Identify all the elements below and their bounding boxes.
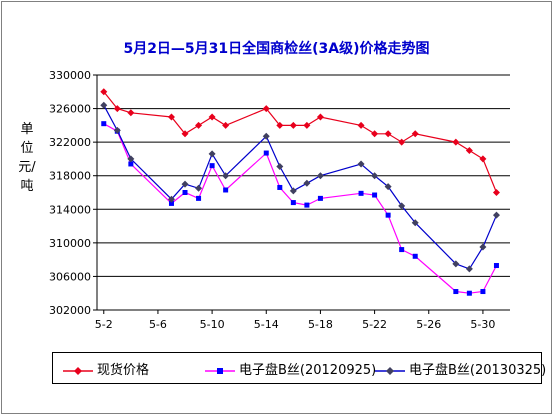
data-point <box>167 195 175 203</box>
data-point <box>113 105 121 113</box>
data-point <box>222 172 230 180</box>
y-tick-label: 326000 <box>49 103 91 116</box>
data-point <box>316 113 324 121</box>
data-point <box>100 101 108 109</box>
data-point <box>384 130 392 138</box>
data-point <box>479 155 487 163</box>
legend-label-b-silk-2013: 电子盘B丝(20130325) <box>409 363 547 378</box>
x-tick-label: 5-26 <box>416 318 441 331</box>
y-tick-label: 322000 <box>49 136 91 149</box>
data-point <box>128 161 134 167</box>
data-point <box>480 289 486 295</box>
data-point <box>411 219 419 227</box>
x-tick-label: 5-10 <box>200 318 225 331</box>
data-point <box>101 121 107 127</box>
data-point <box>303 179 311 187</box>
data-point <box>492 189 500 196</box>
data-point <box>398 202 406 210</box>
data-point <box>195 121 203 129</box>
data-point <box>276 121 284 129</box>
legend-item-b-silk-2013: 电子盘B丝(20130325) <box>375 359 546 378</box>
data-point <box>452 138 460 146</box>
data-point <box>168 200 174 206</box>
data-point <box>466 290 472 296</box>
data-point <box>209 163 215 169</box>
data-point <box>290 200 296 206</box>
y-tick-label: 318000 <box>49 170 91 183</box>
data-point <box>195 184 203 192</box>
data-point <box>411 130 419 138</box>
data-point <box>465 265 473 273</box>
data-point <box>453 289 459 295</box>
series-line-1 <box>103 123 498 294</box>
y-tick-label: 310000 <box>49 237 91 250</box>
chart-legend: 现货价格 电子盘B丝(20120925) 电子盘B丝(20130325) <box>52 352 546 384</box>
data-point <box>167 113 175 121</box>
data-point <box>465 147 473 155</box>
series-line-0 <box>103 91 498 193</box>
legend-item-spot-price: 现货价格 <box>63 359 149 378</box>
data-point <box>262 105 270 113</box>
data-point <box>371 172 379 180</box>
data-point <box>399 247 405 253</box>
data-point <box>181 130 189 138</box>
data-point <box>127 109 135 117</box>
data-point <box>357 121 365 129</box>
data-point <box>100 88 108 96</box>
data-point <box>181 180 189 188</box>
x-tick-label: 5-30 <box>470 318 495 331</box>
data-point <box>384 183 392 191</box>
legend-marker-spot-price <box>63 366 93 375</box>
x-tick-label: 5-2 <box>95 318 113 331</box>
y-tick-label: 306000 <box>49 270 91 283</box>
data-point <box>223 187 229 193</box>
x-tick-label: 5-6 <box>149 318 167 331</box>
data-point <box>358 190 364 196</box>
x-tick-label: 5-22 <box>362 318 387 331</box>
data-point <box>289 121 297 129</box>
series-line-2 <box>103 104 498 270</box>
data-point <box>208 150 216 158</box>
data-point <box>276 162 284 170</box>
data-point <box>452 260 460 268</box>
x-tick-label: 5-18 <box>308 318 333 331</box>
data-point <box>357 160 365 168</box>
data-point <box>316 172 324 180</box>
data-point <box>222 121 230 129</box>
x-tick-label: 5-14 <box>254 318 279 331</box>
y-tick-label: 314000 <box>49 203 91 216</box>
data-point <box>262 132 270 140</box>
data-point <box>304 202 310 208</box>
data-point <box>479 243 487 251</box>
y-axis-label: 单位 元/吨 <box>18 122 36 194</box>
legend-label-b-silk-2012: 电子盘B丝(20120925) <box>239 363 377 378</box>
data-point <box>317 195 323 201</box>
data-point <box>371 130 379 138</box>
data-point <box>196 195 202 201</box>
legend-marker-b-silk-2013 <box>375 366 405 375</box>
data-point <box>113 126 121 134</box>
data-point <box>182 190 188 195</box>
data-point <box>303 121 311 129</box>
data-point <box>289 187 297 195</box>
legend-marker-b-silk-2012 <box>205 367 235 374</box>
data-point <box>492 211 500 219</box>
data-point <box>412 253 418 259</box>
data-point <box>493 263 499 269</box>
data-point <box>127 155 135 163</box>
data-point <box>263 150 269 156</box>
chart-title: 5月2日—5月31日全国商检丝(3A级)价格走势图 <box>123 41 430 57</box>
data-point <box>277 184 283 190</box>
data-point <box>372 192 378 198</box>
legend-label-spot-price: 现货价格 <box>97 363 150 378</box>
data-point <box>208 113 216 121</box>
data-point <box>398 138 406 146</box>
y-tick-label: 302000 <box>49 304 91 317</box>
y-tick-label: 330000 <box>49 69 91 82</box>
legend-item-b-silk-2012: 电子盘B丝(20120925) <box>205 359 376 378</box>
data-point <box>385 212 391 218</box>
